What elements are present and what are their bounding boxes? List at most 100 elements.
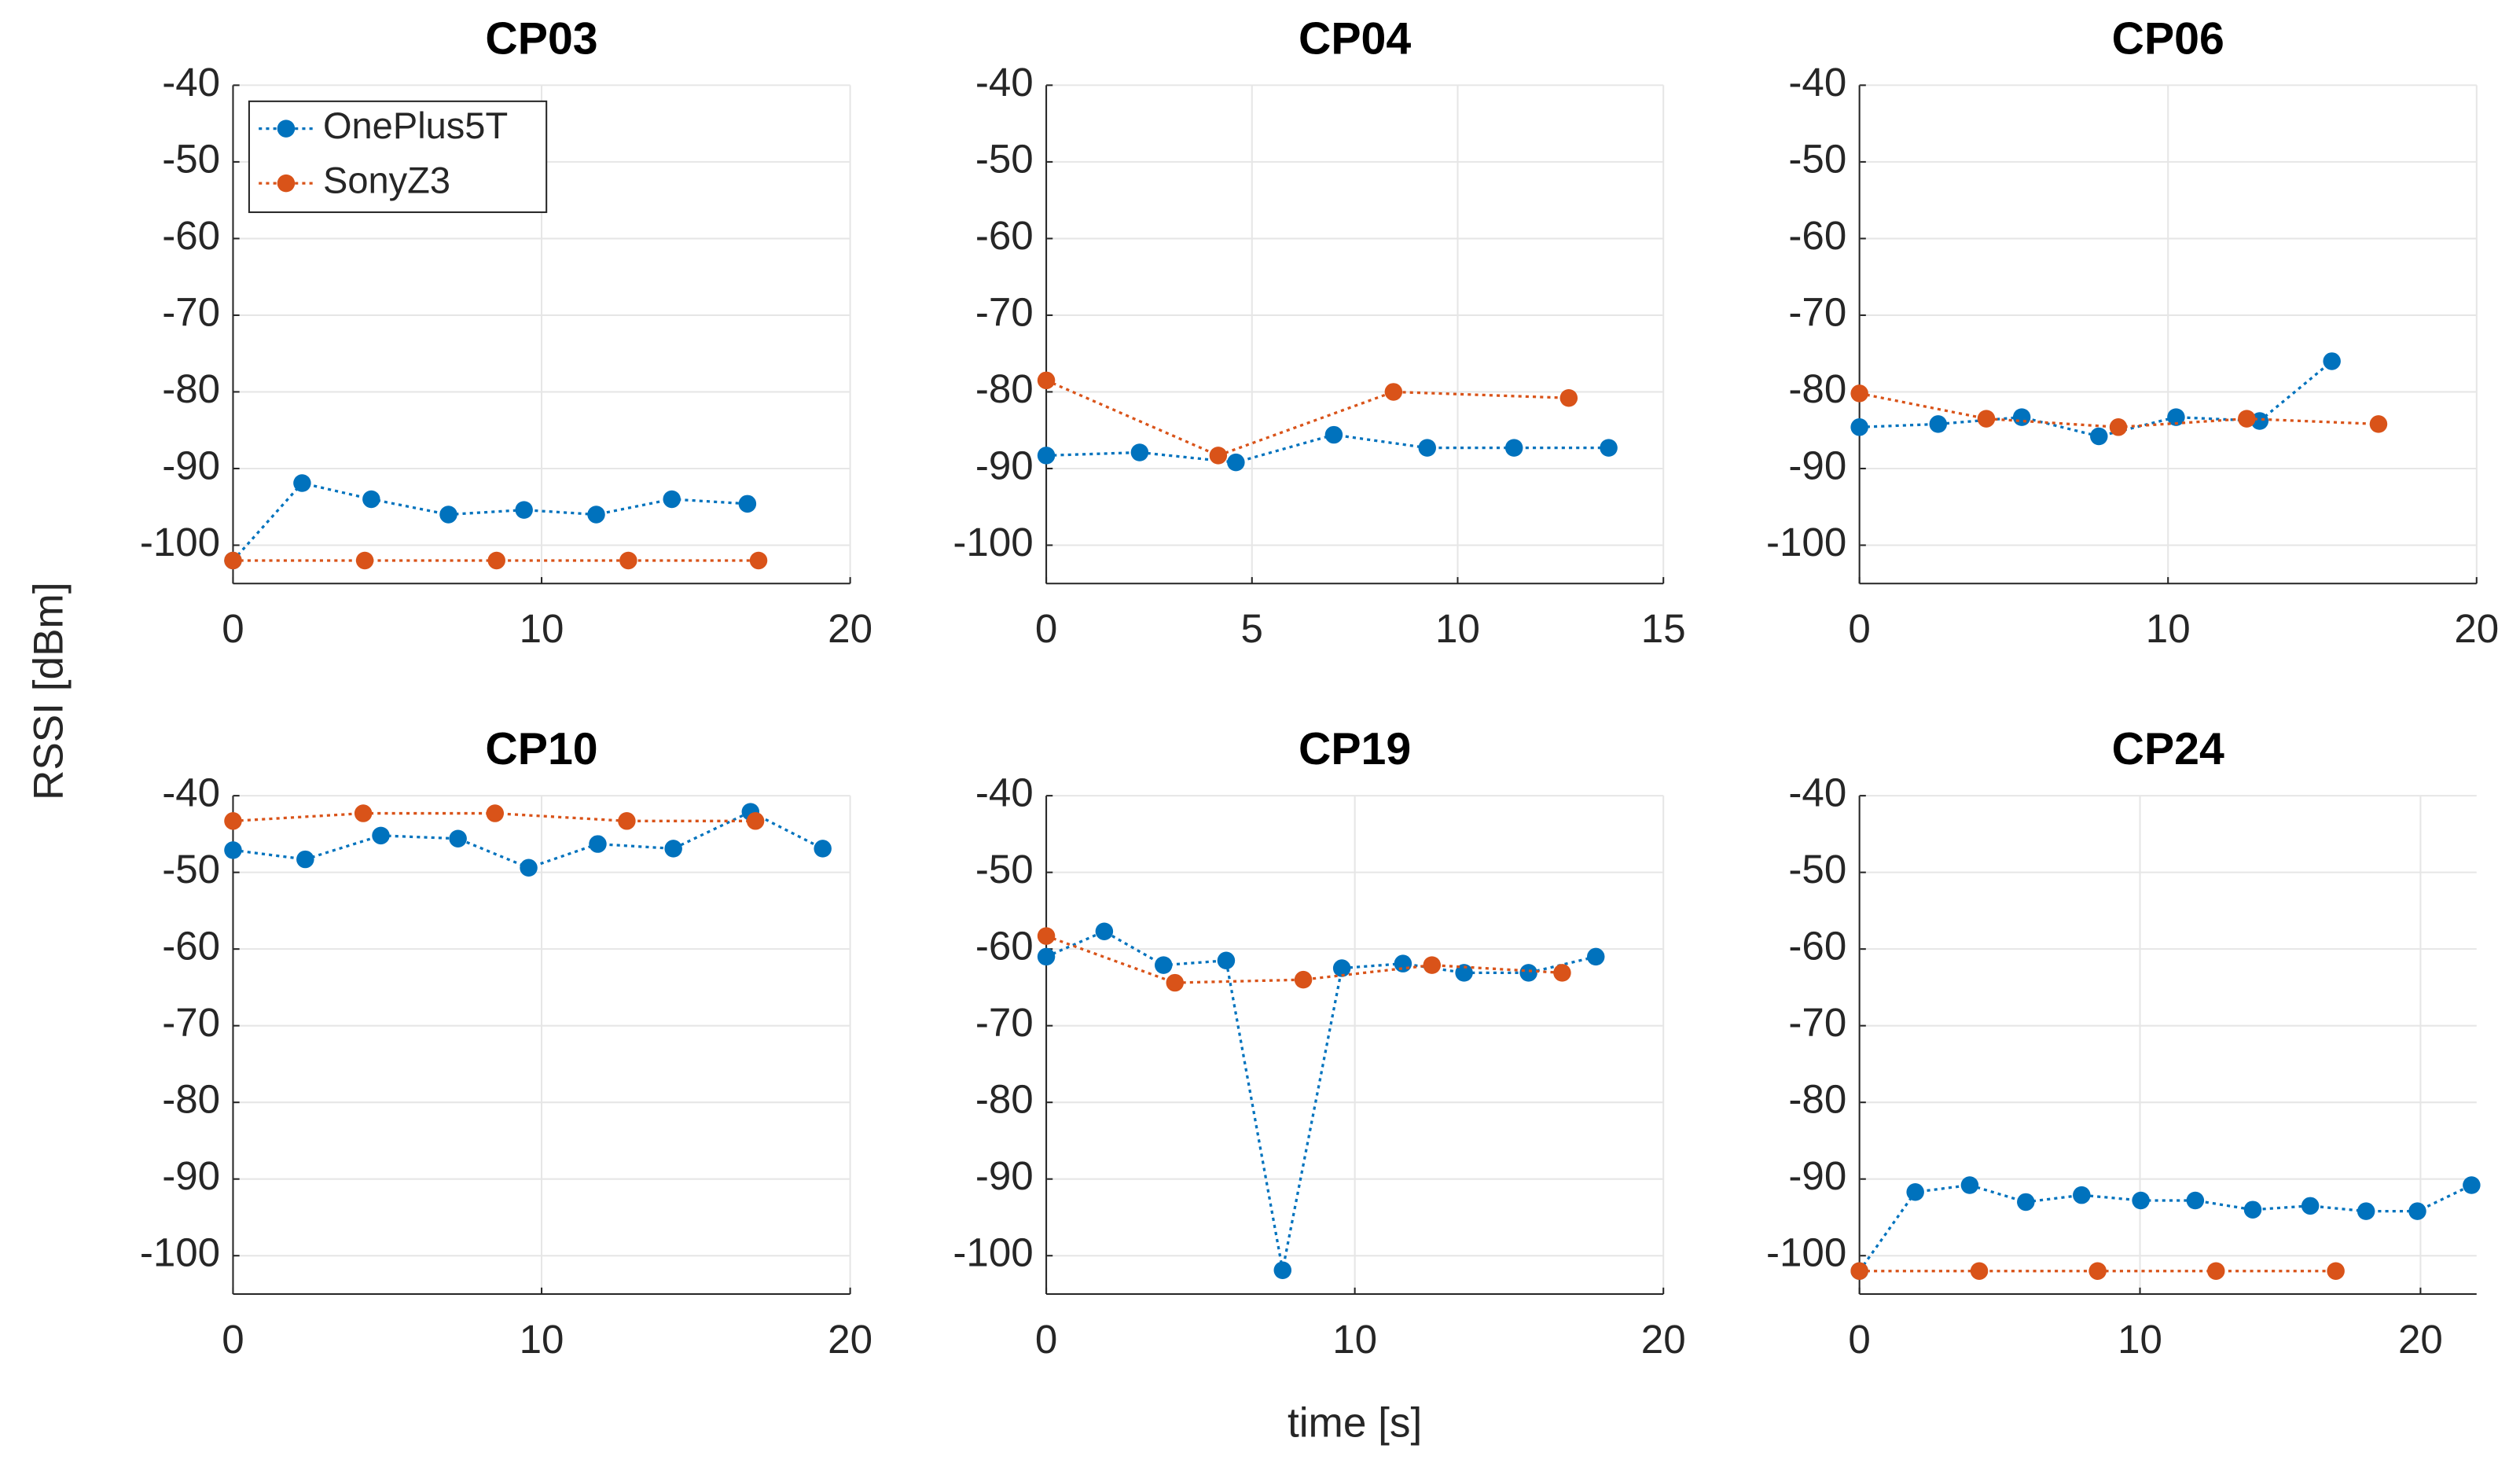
x-tick-label: 0 [1035, 1317, 1057, 1362]
data-point [589, 835, 607, 853]
x-tick-label: 10 [2146, 606, 2191, 651]
data-point [2012, 408, 2031, 426]
data-point [587, 506, 605, 524]
data-point [1217, 951, 1236, 970]
data-point [664, 840, 682, 858]
y-tick-label: -40 [162, 770, 220, 815]
data-point [520, 859, 538, 877]
data-point [1037, 927, 1056, 945]
data-point [1929, 415, 1948, 433]
data-point [1166, 973, 1185, 992]
data-point [1970, 1262, 1989, 1280]
data-point [2323, 352, 2341, 370]
y-tick-label: -90 [162, 443, 220, 487]
data-point [1037, 371, 1056, 390]
y-tick-label: -80 [1788, 1077, 1846, 1122]
x-tick-label: 20 [1641, 1317, 1686, 1362]
y-tick-label: -60 [162, 213, 220, 258]
x-tick-label: 10 [2118, 1317, 2162, 1362]
data-point [1037, 447, 1056, 465]
chart-title: CP03 [485, 13, 597, 64]
data-point [1850, 418, 1868, 436]
x-tick-label: 15 [1641, 606, 1686, 651]
x-tick-label: 20 [828, 606, 872, 651]
x-tick-label: 0 [222, 606, 244, 651]
y-tick-label: -50 [975, 847, 1034, 892]
x-tick-label: 20 [2454, 606, 2499, 651]
y-tick-label: -90 [1788, 1153, 1846, 1198]
x-tick-label: 20 [2398, 1317, 2443, 1362]
data-point [1850, 1262, 1868, 1280]
chart-title: CP04 [1299, 13, 1411, 64]
data-point [619, 551, 637, 570]
data-point [2017, 1193, 2035, 1211]
data-point [1418, 439, 1437, 457]
data-point [618, 812, 636, 830]
data-point [1037, 947, 1056, 966]
x-tick-label: 10 [1435, 606, 1480, 651]
y-tick-label: -50 [162, 136, 220, 181]
data-point [372, 826, 390, 845]
data-point [663, 490, 681, 509]
y-tick-label: -100 [953, 520, 1033, 564]
y-tick-label: -90 [975, 443, 1034, 487]
y-tick-label: -70 [162, 1000, 220, 1045]
data-point [439, 506, 457, 524]
x-tick-label: 0 [1848, 606, 1870, 651]
y-tick-label: -60 [1788, 924, 1846, 969]
y-tick-label: -80 [1788, 366, 1846, 411]
data-point [1559, 389, 1578, 407]
data-point [1227, 453, 1245, 472]
y-tick-label: -60 [1788, 213, 1846, 258]
y-tick-label: -80 [162, 366, 220, 411]
y-tick-label: -40 [162, 60, 220, 105]
data-point [814, 840, 832, 858]
chart-title: CP06 [2112, 13, 2224, 64]
y-tick-label: -50 [162, 847, 220, 892]
data-point [296, 850, 314, 869]
data-point [224, 551, 242, 570]
y-tick-label: -100 [1766, 1230, 1846, 1275]
series-line [1045, 929, 1596, 1271]
data-point [2109, 418, 2128, 436]
data-point [486, 804, 505, 822]
data-point [1504, 439, 1523, 457]
series-line [232, 481, 748, 562]
legend-label: SonyZ3 [323, 160, 450, 201]
x-tick-label: 10 [520, 1317, 564, 1362]
data-point [1455, 964, 1473, 982]
data-point [354, 804, 373, 822]
y-tick-label: -60 [975, 213, 1034, 258]
data-point [449, 829, 467, 847]
x-axis-label: time [s] [1288, 1400, 1422, 1447]
y-tick-label: -100 [140, 520, 220, 564]
data-point [2132, 1191, 2150, 1210]
data-point [2238, 410, 2256, 428]
data-point [2090, 427, 2108, 446]
x-tick-label: 0 [222, 1317, 244, 1362]
x-tick-label: 10 [1332, 1317, 1377, 1362]
data-point [1394, 954, 1412, 972]
x-tick-label: 20 [828, 1317, 872, 1362]
data-point [1324, 425, 1343, 444]
data-point [2243, 1200, 2262, 1219]
data-point [2088, 1262, 2107, 1280]
y-tick-label: -40 [1788, 60, 1846, 105]
y-tick-label: -70 [1788, 1000, 1846, 1045]
data-point [1294, 970, 1313, 989]
data-point [749, 551, 768, 570]
legend-label: OnePlus5T [323, 105, 508, 146]
data-point [1209, 447, 1228, 465]
y-tick-label: -100 [140, 1230, 220, 1275]
y-tick-label: -70 [975, 289, 1034, 334]
data-point [2186, 1191, 2205, 1210]
series-line [1858, 1183, 2473, 1272]
data-point [1600, 439, 1618, 457]
y-tick-label: -100 [953, 1230, 1033, 1275]
data-point [738, 495, 757, 513]
data-point [1130, 443, 1149, 461]
data-point [515, 501, 533, 519]
chart-title: CP24 [2112, 724, 2224, 774]
data-point [1960, 1176, 1979, 1194]
data-point [2301, 1197, 2320, 1215]
